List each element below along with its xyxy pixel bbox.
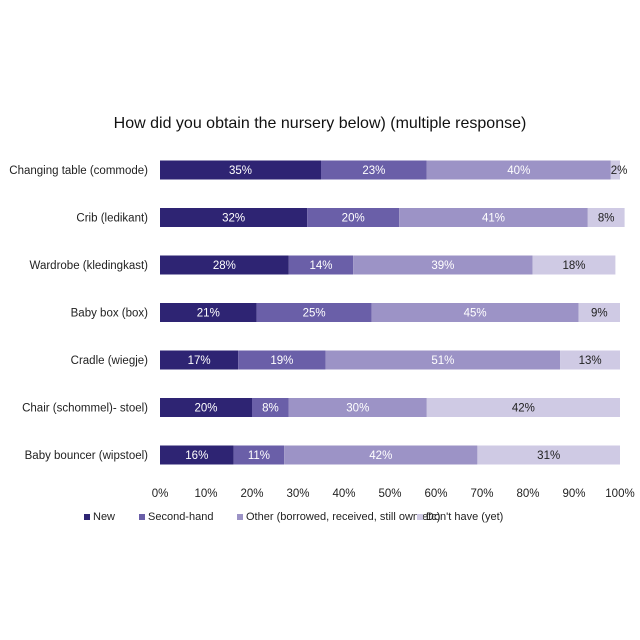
data-label: 16% (185, 450, 208, 462)
bar-segment (160, 398, 252, 417)
data-label: 35% (229, 165, 252, 177)
legend-swatch (84, 514, 90, 520)
data-label: 20% (194, 403, 217, 415)
bar-segment (532, 255, 616, 275)
x-tick-label: 80% (516, 488, 539, 500)
legend-label: New (93, 511, 115, 523)
data-label: 19% (270, 355, 293, 367)
bar-segment (160, 445, 234, 465)
data-label: 31% (537, 450, 560, 462)
bar-segment (160, 160, 321, 180)
bar-segment (238, 350, 326, 370)
bar-segment (578, 303, 620, 322)
bar-segment (321, 160, 427, 180)
data-label: 20% (342, 213, 365, 225)
bar-segment (610, 160, 620, 180)
x-tick-label: 10% (194, 488, 217, 500)
category-label: Changing table (commode) (9, 165, 148, 177)
bar-segment (288, 398, 427, 417)
chart-title: How did you obtain the nursery below) (m… (114, 115, 527, 132)
x-tick-label: 30% (286, 488, 309, 500)
data-label: 14% (309, 260, 332, 272)
legend-swatch (139, 514, 145, 520)
legend-swatch (237, 514, 243, 520)
category-label: Wardrobe (kledingkast) (30, 260, 149, 272)
bar-segment (307, 208, 400, 227)
data-label: 8% (598, 213, 615, 225)
data-label: 30% (346, 403, 369, 415)
legend-label: Other (borrowed, received, still own etc… (246, 511, 440, 523)
data-label: 28% (213, 260, 236, 272)
bar-segment (284, 445, 478, 465)
data-label: 51% (431, 355, 454, 367)
data-label: 39% (431, 260, 454, 272)
category-label: Cradle (wiegje) (71, 355, 149, 367)
bar-segment (560, 350, 620, 370)
bar-segment (233, 445, 285, 465)
x-tick-label: 60% (424, 488, 447, 500)
x-tick-label: 0% (152, 488, 169, 500)
data-label: 40% (507, 165, 530, 177)
data-label: 11% (248, 450, 270, 462)
bar-segment (426, 160, 611, 180)
x-tick-label: 50% (378, 488, 401, 500)
bar-segment (160, 208, 308, 227)
data-label: 23% (362, 165, 385, 177)
bar-segment (252, 398, 289, 417)
bar-segment (371, 303, 579, 322)
data-label: 45% (464, 308, 487, 320)
data-label: 42% (369, 450, 392, 462)
data-label: 21% (197, 308, 220, 320)
category-label: Chair (schommel)- stoel) (22, 403, 148, 415)
x-tick-label: 100% (605, 488, 634, 500)
x-tick-label: 40% (332, 488, 355, 500)
data-label: 25% (303, 308, 326, 320)
legend-label: Don't have (yet) (426, 511, 503, 523)
data-label: 8% (262, 403, 279, 415)
bar-segment (160, 303, 257, 322)
data-label: 17% (188, 355, 211, 367)
bar-segment (288, 255, 354, 275)
bar-segment (587, 208, 625, 227)
bar-segment (477, 445, 620, 465)
data-label: 42% (512, 403, 535, 415)
bar-segment (426, 398, 620, 417)
bar-segment (353, 255, 533, 275)
legend-label: Second-hand (148, 511, 213, 523)
bar-segment (256, 303, 372, 322)
category-label: Crib (ledikant) (76, 213, 148, 225)
bar-segment (160, 350, 239, 370)
data-label: 32% (222, 213, 245, 225)
data-label: 13% (579, 355, 602, 367)
bar-segment (160, 255, 289, 275)
bar-segment (399, 208, 588, 227)
x-tick-label: 70% (470, 488, 493, 500)
category-label: Baby bouncer (wipstoel) (25, 450, 149, 462)
data-label: 9% (591, 308, 608, 320)
data-label: 2% (611, 165, 628, 177)
x-tick-label: 90% (562, 488, 585, 500)
legend-swatch (417, 514, 423, 520)
bar-segment (325, 350, 561, 370)
x-tick-label: 20% (240, 488, 263, 500)
data-label: 18% (562, 260, 585, 272)
category-label: Baby box (box) (71, 308, 149, 320)
data-label: 41% (482, 213, 505, 225)
